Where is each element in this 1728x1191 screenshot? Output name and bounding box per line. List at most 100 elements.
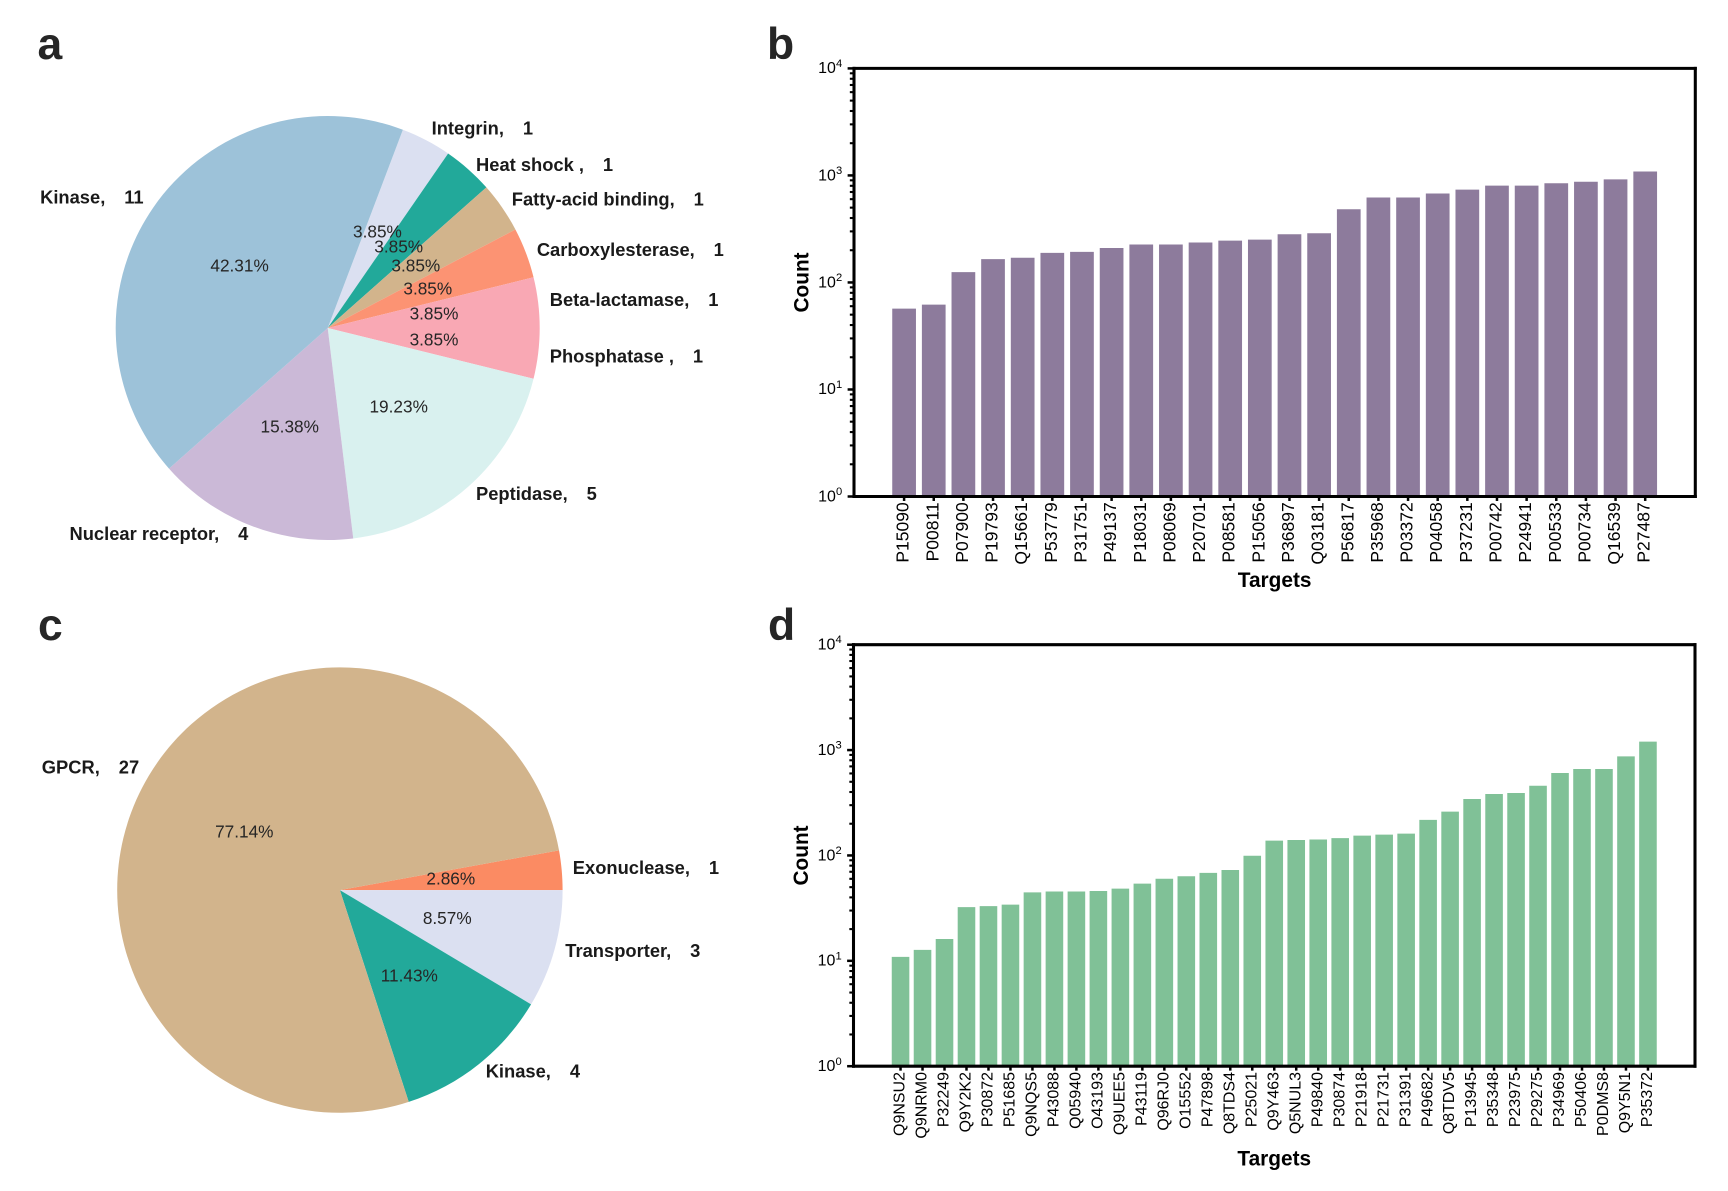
- svg-text:15.38%: 15.38%: [261, 417, 319, 437]
- svg-text:Q5NUL3: Q5NUL3: [1287, 1072, 1304, 1134]
- svg-text:8.57%: 8.57%: [423, 908, 472, 928]
- svg-text:42.31%: 42.31%: [210, 256, 268, 276]
- svg-text:3.85%: 3.85%: [374, 236, 423, 256]
- svg-text:3.85%: 3.85%: [403, 278, 452, 298]
- svg-text:Q9Y2K2: Q9Y2K2: [958, 1072, 975, 1132]
- svg-text:Beta-lactamase, 1: Beta-lactamase, 1: [550, 289, 719, 310]
- svg-text:P00734: P00734: [1574, 502, 1594, 563]
- svg-text:P34969: P34969: [1551, 1072, 1568, 1127]
- svg-text:Q9Y5N1: Q9Y5N1: [1617, 1072, 1634, 1133]
- svg-text:P51685: P51685: [1002, 1072, 1019, 1127]
- svg-text:O43193: O43193: [1090, 1072, 1107, 1129]
- svg-text:1 0 4: 1 0 4: [818, 53, 842, 78]
- svg-text:Q9UEE5: Q9UEE5: [1112, 1072, 1129, 1135]
- svg-text:Q15661: Q15661: [1011, 502, 1031, 564]
- svg-text:P49682: P49682: [1419, 1072, 1436, 1127]
- svg-text:P19793: P19793: [982, 502, 1002, 562]
- svg-text:P00742: P00742: [1486, 502, 1506, 562]
- svg-text:Q96RJ0: Q96RJ0: [1155, 1072, 1172, 1131]
- svg-text:P21918: P21918: [1353, 1072, 1370, 1127]
- svg-text:Q9NSU2: Q9NSU2: [892, 1072, 909, 1136]
- svg-text:Nuclear receptor, 4: Nuclear receptor, 4: [69, 523, 249, 544]
- svg-text:P0DMS8: P0DMS8: [1595, 1072, 1612, 1136]
- svg-text:P20701: P20701: [1189, 502, 1209, 562]
- svg-text:P15056: P15056: [1248, 502, 1268, 562]
- svg-text:P35372: P35372: [1639, 1072, 1656, 1127]
- svg-text:1 0 3: 1 0 3: [818, 735, 842, 760]
- svg-text:P21731: P21731: [1375, 1072, 1392, 1127]
- svg-text:P56817: P56817: [1337, 502, 1357, 562]
- svg-text:Peptidase, 5: Peptidase, 5: [476, 483, 597, 504]
- svg-text:P49137: P49137: [1100, 502, 1120, 562]
- svg-text:P00533: P00533: [1545, 502, 1565, 562]
- svg-text:Kinase, 11: Kinase, 11: [40, 187, 144, 208]
- svg-text:1 0 0: 1 0 0: [818, 481, 842, 506]
- svg-text:1 0 2: 1 0 2: [818, 840, 842, 865]
- svg-text:Count: Count: [790, 252, 813, 312]
- svg-text:1 0 1: 1 0 1: [818, 946, 842, 971]
- svg-text:Q9NRM0: Q9NRM0: [914, 1072, 931, 1139]
- svg-text:1 0 3: 1 0 3: [818, 160, 842, 185]
- svg-text:11.43%: 11.43%: [381, 966, 438, 986]
- svg-text:P30874: P30874: [1331, 1072, 1348, 1127]
- svg-text:P37231: P37231: [1456, 502, 1476, 562]
- svg-text:O15552: O15552: [1177, 1072, 1194, 1129]
- svg-text:P53779: P53779: [1041, 502, 1061, 562]
- svg-text:P08069: P08069: [1159, 502, 1179, 562]
- svg-text:P07900: P07900: [952, 502, 972, 563]
- svg-text:Q05940: Q05940: [1068, 1072, 1085, 1129]
- svg-text:3.85%: 3.85%: [410, 304, 459, 324]
- svg-text:P47898: P47898: [1199, 1072, 1216, 1127]
- svg-text:P35348: P35348: [1485, 1072, 1502, 1127]
- svg-text:2.86%: 2.86%: [426, 869, 475, 889]
- svg-text:Kinase, 4: Kinase, 4: [486, 1061, 581, 1082]
- svg-text:3.85%: 3.85%: [391, 256, 440, 276]
- svg-text:P31391: P31391: [1397, 1072, 1414, 1127]
- svg-text:P23975: P23975: [1507, 1072, 1524, 1127]
- svg-text:Q16539: Q16539: [1604, 502, 1624, 564]
- svg-text:GPCR, 27: GPCR, 27: [42, 756, 139, 777]
- svg-text:Integrin, 1: Integrin, 1: [432, 118, 533, 139]
- svg-text:P30872: P30872: [980, 1072, 997, 1127]
- svg-text:Heat shock , 1: Heat shock , 1: [476, 154, 613, 175]
- svg-text:1 0 0: 1 0 0: [818, 1051, 842, 1076]
- svg-text:Targets: Targets: [1237, 1147, 1311, 1170]
- svg-text:Carboxylesterase, 1: Carboxylesterase, 1: [537, 239, 724, 260]
- svg-text:a: a: [38, 20, 63, 69]
- svg-text:P04058: P04058: [1426, 502, 1446, 562]
- svg-text:P27487: P27487: [1634, 502, 1654, 562]
- svg-text:Phosphatase , 1: Phosphatase , 1: [550, 346, 703, 367]
- svg-text:1 0 4: 1 0 4: [818, 629, 842, 654]
- svg-text:P49840: P49840: [1309, 1072, 1326, 1127]
- svg-text:Q8TDS4: Q8TDS4: [1221, 1072, 1238, 1134]
- svg-text:P25021: P25021: [1243, 1072, 1260, 1127]
- svg-text:P50406: P50406: [1573, 1072, 1590, 1127]
- svg-text:P32249: P32249: [936, 1072, 953, 1127]
- svg-text:P00811: P00811: [922, 502, 942, 561]
- svg-text:1 0 1: 1 0 1: [818, 374, 842, 399]
- svg-text:3.85%: 3.85%: [353, 222, 402, 242]
- svg-text:P13945: P13945: [1463, 1072, 1480, 1127]
- svg-text:P29275: P29275: [1529, 1072, 1546, 1127]
- svg-text:Exonuclease, 1: Exonuclease, 1: [573, 857, 719, 878]
- svg-text:P24941: P24941: [1515, 502, 1535, 562]
- svg-text:P18031: P18031: [1130, 502, 1150, 562]
- svg-text:1 0 2: 1 0 2: [818, 267, 842, 292]
- svg-text:Q9Y463: Q9Y463: [1265, 1072, 1282, 1131]
- svg-text:77.14%: 77.14%: [215, 821, 273, 841]
- svg-text:P43088: P43088: [1046, 1072, 1063, 1127]
- svg-text:P31751: P31751: [1070, 502, 1090, 562]
- svg-text:Q9NQS5: Q9NQS5: [1024, 1072, 1041, 1137]
- svg-text:Targets: Targets: [1238, 569, 1312, 592]
- svg-text:P36897: P36897: [1278, 502, 1298, 562]
- svg-text:3.85%: 3.85%: [410, 329, 459, 349]
- svg-text:Fatty-acid binding, 1: Fatty-acid binding, 1: [512, 189, 704, 210]
- svg-text:Q03181: Q03181: [1308, 502, 1328, 564]
- svg-text:P15090: P15090: [893, 502, 913, 563]
- svg-text:P03372: P03372: [1397, 502, 1417, 562]
- svg-text:Transporter, 3: Transporter, 3: [565, 940, 700, 961]
- svg-text:P35968: P35968: [1367, 502, 1387, 562]
- svg-text:b: b: [767, 20, 794, 69]
- svg-text:Q8TDV5: Q8TDV5: [1441, 1072, 1458, 1134]
- svg-text:Count: Count: [790, 825, 813, 885]
